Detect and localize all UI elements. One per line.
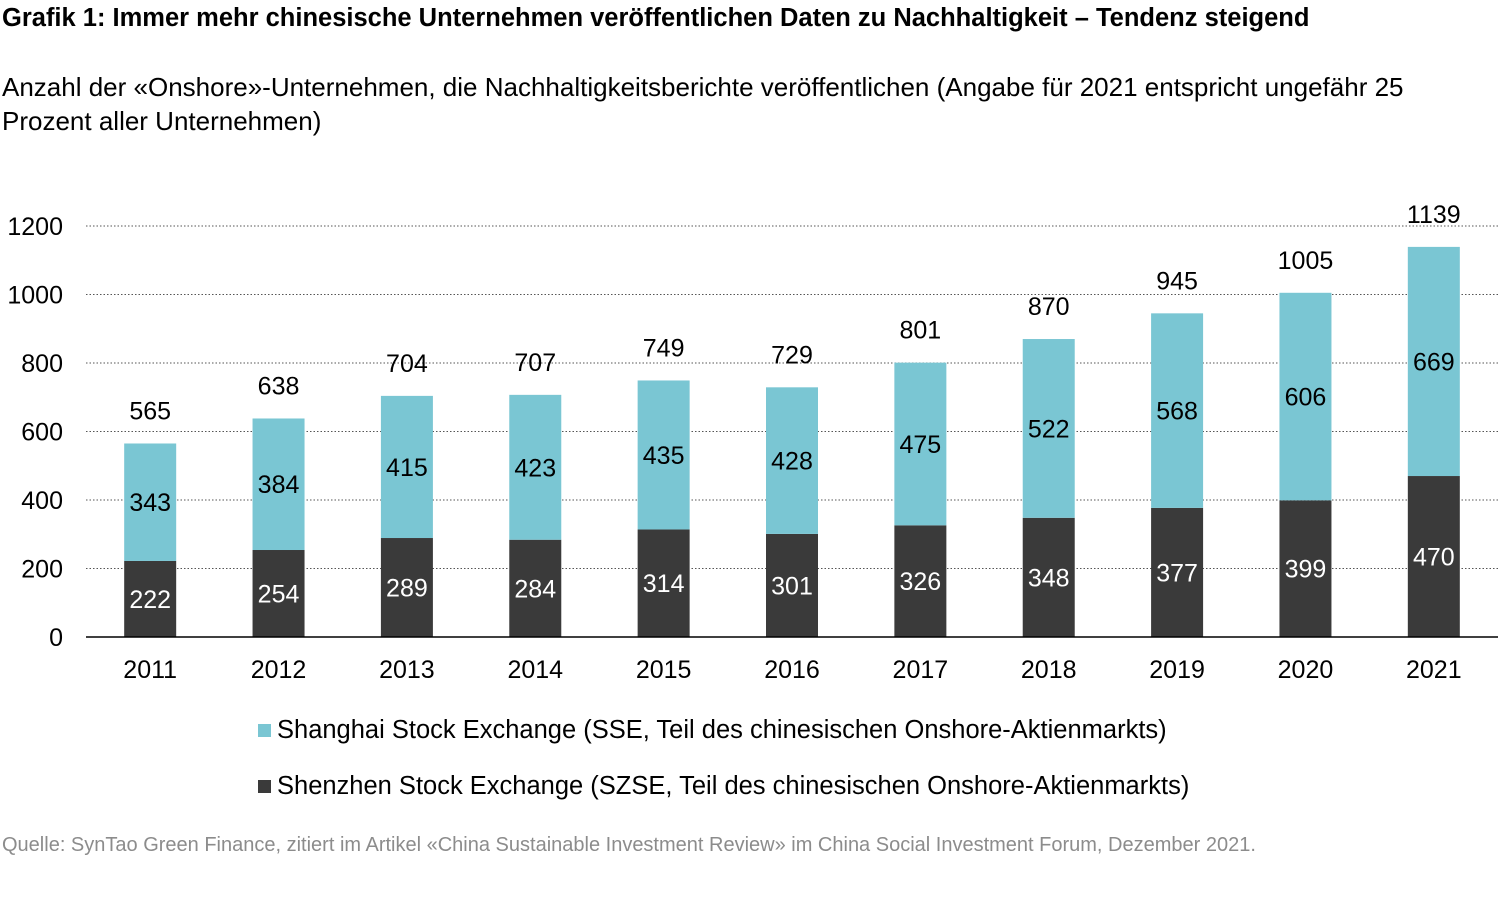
y-tick-label: 600 xyxy=(21,419,63,447)
bar-sse xyxy=(380,395,433,539)
bar-sse xyxy=(637,380,690,530)
x-tick-label: 2021 xyxy=(1406,656,1462,684)
bar-sse xyxy=(1151,313,1204,508)
data-label-sse: 423 xyxy=(514,454,556,482)
x-tick-label: 2016 xyxy=(764,656,820,684)
bar-sse xyxy=(766,387,818,534)
data-label-total: 749 xyxy=(643,334,685,362)
y-tick-label: 800 xyxy=(21,350,63,378)
legend-label-szse: Shenzhen Stock Exchange (SZSE, Teil des … xyxy=(277,772,1190,800)
data-label-szse: 326 xyxy=(900,568,942,596)
x-tick-label: 2020 xyxy=(1278,656,1334,684)
data-label-szse: 377 xyxy=(1156,559,1198,587)
bar-szse xyxy=(766,533,818,637)
data-label-sse: 606 xyxy=(1285,384,1327,412)
data-label-sse: 669 xyxy=(1413,348,1455,376)
legend-item-szse: Shenzhen Stock Exchange (SZSE, Teil des … xyxy=(258,772,1189,801)
bar-sse xyxy=(894,362,947,526)
data-label-total: 1005 xyxy=(1278,247,1334,275)
bar-szse xyxy=(124,560,177,637)
data-label-szse: 222 xyxy=(129,586,171,614)
data-label-sse: 415 xyxy=(386,454,428,482)
legend-label-sse: Shanghai Stock Exchange (SSE, Teil des c… xyxy=(277,716,1167,744)
data-label-total: 945 xyxy=(1156,267,1198,295)
x-tick-label: 2013 xyxy=(379,656,435,684)
bar-szse xyxy=(637,529,690,637)
bar-szse xyxy=(1022,517,1075,637)
data-label-szse: 284 xyxy=(514,575,556,603)
source-note: Quelle: SynTao Green Finance, zitiert im… xyxy=(2,834,1256,856)
data-label-total: 801 xyxy=(900,317,942,345)
bar-szse xyxy=(1151,507,1204,637)
bar-szse xyxy=(1279,500,1332,637)
legend-item-sse: Shanghai Stock Exchange (SSE, Teil des c… xyxy=(258,716,1167,745)
bar-szse xyxy=(252,550,305,637)
data-label-szse: 348 xyxy=(1028,564,1070,592)
y-tick-label: 200 xyxy=(21,556,63,584)
data-label-total: 704 xyxy=(386,350,428,378)
bar-sse xyxy=(252,418,305,551)
bar-szse xyxy=(509,539,562,637)
data-label-total: 707 xyxy=(514,349,556,377)
bar-sse xyxy=(1279,292,1332,501)
data-label-szse: 399 xyxy=(1285,556,1327,584)
x-tick-label: 2011 xyxy=(123,656,177,684)
x-tick-label: 2018 xyxy=(1021,656,1077,684)
data-label-sse: 435 xyxy=(643,442,685,470)
chart-title: Grafik 1: Immer mehr chinesische Unterne… xyxy=(2,4,1310,32)
x-tick-label: 2019 xyxy=(1149,656,1205,684)
x-tick-label: 2017 xyxy=(893,656,949,684)
y-tick-label: 400 xyxy=(21,487,63,515)
data-label-total: 565 xyxy=(129,397,171,425)
data-label-szse: 254 xyxy=(258,581,300,609)
x-tick-label: 2014 xyxy=(507,656,563,684)
legend-swatch-sse xyxy=(258,724,271,737)
x-tick-label: 2015 xyxy=(636,656,692,684)
bar-szse xyxy=(894,525,947,637)
bar-szse xyxy=(380,538,433,637)
bar-sse xyxy=(1407,246,1460,477)
data-label-sse: 522 xyxy=(1028,415,1070,443)
x-tick-label: 2012 xyxy=(251,656,307,684)
y-tick-label: 1200 xyxy=(7,213,63,241)
data-label-szse: 314 xyxy=(643,570,685,598)
data-label-sse: 568 xyxy=(1156,398,1198,426)
chart-subtitle: Anzahl der «Onshore»-Unternehmen, die Na… xyxy=(2,72,1404,136)
data-label-szse: 301 xyxy=(771,572,813,600)
data-label-total: 729 xyxy=(771,341,813,369)
data-label-sse: 384 xyxy=(258,471,300,499)
bar-sse xyxy=(1022,339,1075,518)
data-label-szse: 470 xyxy=(1413,544,1455,572)
bar-sse xyxy=(124,443,177,561)
data-label-total: 870 xyxy=(1028,293,1070,321)
data-label-sse: 475 xyxy=(900,431,942,459)
y-tick-label: 1000 xyxy=(7,282,63,310)
data-label-sse: 343 xyxy=(129,489,171,517)
data-label-total: 638 xyxy=(258,372,300,400)
data-label-total: 1139 xyxy=(1407,201,1461,229)
bar-sse xyxy=(509,394,562,540)
legend-swatch-szse xyxy=(258,780,271,793)
stacked-bar-chart: 0 200 400 600 800 1000 1200 222 343 565 2011 254 384… xyxy=(7,201,1498,684)
bar-szse xyxy=(1407,476,1460,637)
data-label-szse: 289 xyxy=(386,575,428,603)
data-label-sse: 428 xyxy=(771,448,813,476)
y-tick-label: 0 xyxy=(49,624,63,652)
